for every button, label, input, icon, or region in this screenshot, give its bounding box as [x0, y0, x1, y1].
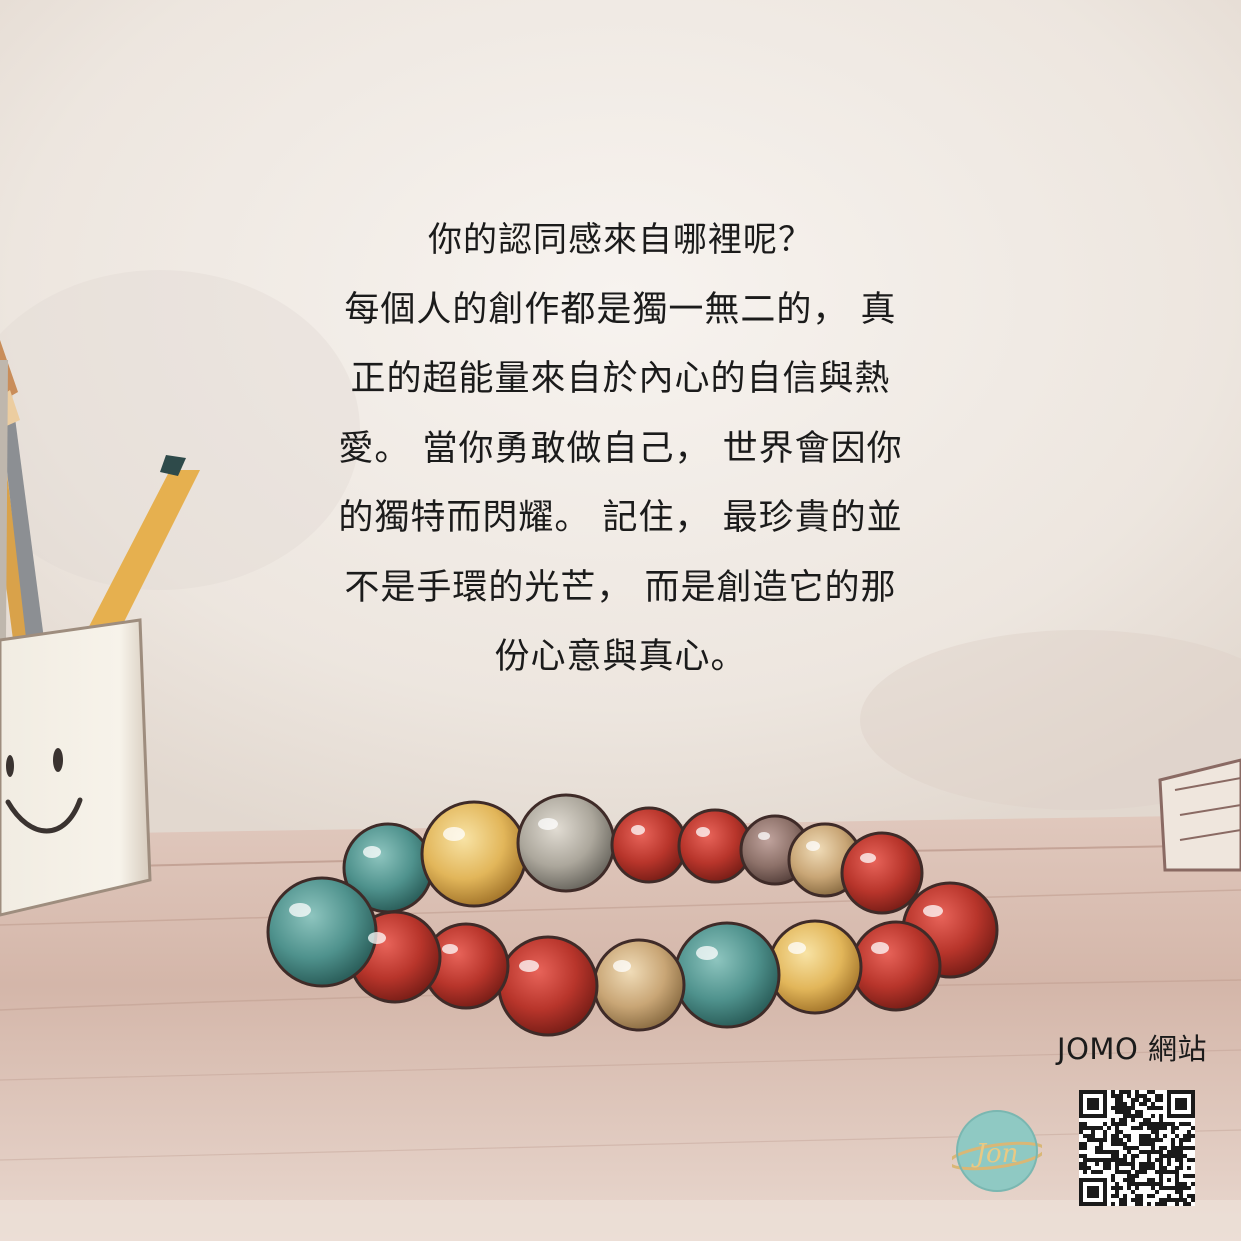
poem-line: 份心意與真心。 [494, 637, 747, 677]
jomo-logo: Jon [952, 1110, 1042, 1192]
poem-line: 愛。 當你勇敢做自己， 世界會因你 [338, 428, 903, 469]
poem-line: 不是手環的光芒， 而是創造它的那 [344, 567, 897, 608]
poem-line: 的獨特而閃耀。 記住， 最珍貴的並 [338, 498, 903, 538]
qr-code-icon[interactable] [1079, 1090, 1195, 1206]
books-illustration [1158, 758, 1241, 872]
logo-text: Jon [971, 1139, 1019, 1169]
bracelet-illustration [266, 793, 999, 1037]
pencil-cup-illustration [0, 340, 200, 917]
site-label[interactable]: JOMO 網站 [1057, 1032, 1207, 1066]
poem-text: 你的認同感來自哪裡呢？ 每個人的創作都是獨一無二的， 真 正的超能量來自於內心的… [150, 206, 1091, 693]
poem-line: 你的認同感來自哪裡呢？ [428, 220, 813, 260]
poem-line: 正的超能量來自於內心的自信與熱 [350, 359, 891, 399]
poem-line: 每個人的創作都是獨一無二的， 真 [344, 289, 897, 330]
